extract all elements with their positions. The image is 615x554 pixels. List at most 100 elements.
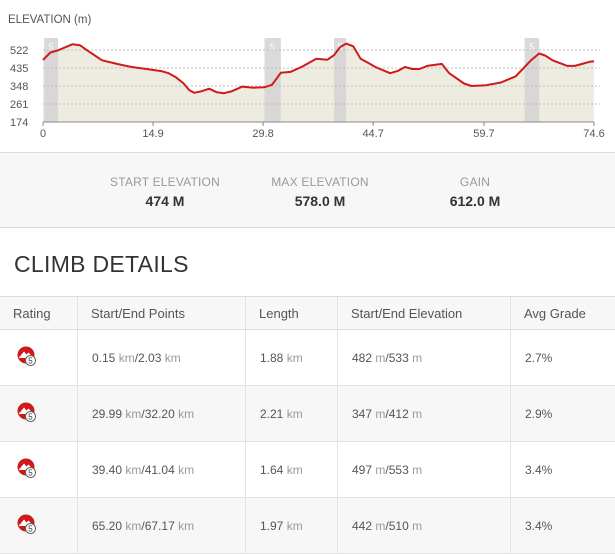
cell-rating: 5 bbox=[0, 442, 78, 498]
cell-elevation: 482 m/533 m bbox=[338, 330, 511, 386]
stat-value: 578.0 M bbox=[240, 193, 400, 209]
unit-label: m bbox=[372, 351, 385, 365]
start-point-value: 0.15 bbox=[92, 351, 115, 365]
length-value: 1.64 bbox=[260, 463, 283, 477]
y-tick-label: 348 bbox=[10, 81, 28, 93]
end-elevation-value: 533 bbox=[389, 351, 409, 365]
unit-label: m bbox=[409, 407, 422, 421]
stat-value: 612.0 M bbox=[395, 193, 555, 209]
unit-label: m bbox=[409, 519, 422, 533]
x-tick-label: 0 bbox=[40, 128, 46, 140]
column-header-rating[interactable]: Rating bbox=[0, 297, 78, 330]
rating-number: 5 bbox=[28, 413, 33, 422]
stat-label: GAIN bbox=[395, 175, 555, 189]
cell-elevation: 442 m/510 m bbox=[338, 498, 511, 554]
cell-grade: 3.4% bbox=[511, 498, 615, 554]
start-point-value: 39.40 bbox=[92, 463, 122, 477]
avg-grade-value: 3.4% bbox=[525, 463, 552, 477]
y-tick-label: 435 bbox=[10, 63, 28, 75]
unit-label: km bbox=[122, 463, 141, 477]
x-tick-label: 29.8 bbox=[252, 128, 273, 140]
avg-grade-value: 3.4% bbox=[525, 519, 552, 533]
x-tick-label: 14.9 bbox=[142, 128, 163, 140]
rating-number: 5 bbox=[28, 469, 33, 478]
climb-rating-icon: 5 bbox=[16, 345, 38, 370]
cell-length: 2.21 km bbox=[246, 386, 338, 442]
cell-points: 0.15 km/2.03 km bbox=[78, 330, 246, 386]
unit-label: km bbox=[175, 463, 194, 477]
length-value: 1.88 bbox=[260, 351, 283, 365]
cell-rating: 5 bbox=[0, 498, 78, 554]
start-elevation-value: 347 bbox=[352, 407, 372, 421]
start-elevation-value: 497 bbox=[352, 463, 372, 477]
unit-label: km bbox=[283, 407, 302, 421]
cell-length: 1.88 km bbox=[246, 330, 338, 386]
stat-gain: GAIN 612.0 M bbox=[395, 175, 555, 209]
unit-label: m bbox=[372, 407, 385, 421]
unit-label: km bbox=[122, 519, 141, 533]
y-tick-label: 522 bbox=[10, 45, 28, 57]
cell-length: 1.64 km bbox=[246, 442, 338, 498]
unit-label: km bbox=[283, 463, 302, 477]
cell-points: 29.99 km/32.20 km bbox=[78, 386, 246, 442]
climb-details-title: CLIMB DETAILS bbox=[14, 251, 189, 278]
length-value: 1.97 bbox=[260, 519, 283, 533]
cell-points: 39.40 km/41.04 km bbox=[78, 442, 246, 498]
table-header-row: Rating Start/End Points Length Start/End… bbox=[0, 297, 615, 330]
summary-stats: START ELEVATION 474 M MAX ELEVATION 578.… bbox=[0, 152, 615, 228]
cell-grade: 3.4% bbox=[511, 442, 615, 498]
stat-start-elevation: START ELEVATION 474 M bbox=[85, 175, 245, 209]
unit-label: km bbox=[175, 407, 194, 421]
unit-label: km bbox=[122, 407, 141, 421]
elevation-area-fill bbox=[43, 44, 594, 122]
cell-rating: 5 bbox=[0, 386, 78, 442]
avg-grade-value: 2.9% bbox=[525, 407, 552, 421]
climb-rating-icon: 5 bbox=[16, 513, 38, 538]
rating-number: 5 bbox=[28, 357, 33, 366]
cell-grade: 2.7% bbox=[511, 330, 615, 386]
unit-label: km bbox=[161, 351, 180, 365]
start-elevation-value: 442 bbox=[352, 519, 372, 533]
end-point-value: 32.20 bbox=[145, 407, 175, 421]
stat-label: MAX ELEVATION bbox=[240, 175, 400, 189]
climb-rating-icon: 5 bbox=[16, 401, 38, 426]
end-point-value: 2.03 bbox=[138, 351, 161, 365]
rating-number: 5 bbox=[28, 525, 33, 534]
column-header-length[interactable]: Length bbox=[246, 297, 338, 330]
column-header-elevation[interactable]: Start/End Elevation bbox=[338, 297, 511, 330]
climb-details-table: Rating Start/End Points Length Start/End… bbox=[0, 296, 615, 554]
cell-points: 65.20 km/67.17 km bbox=[78, 498, 246, 554]
y-tick-label: 261 bbox=[10, 99, 28, 111]
unit-label: km bbox=[283, 519, 302, 533]
x-tick-label: 59.7 bbox=[473, 128, 494, 140]
column-header-points[interactable]: Start/End Points bbox=[78, 297, 246, 330]
unit-label: m bbox=[409, 351, 422, 365]
length-value: 2.21 bbox=[260, 407, 283, 421]
chart-title: ELEVATION (m) bbox=[8, 14, 91, 26]
end-elevation-value: 553 bbox=[389, 463, 409, 477]
unit-label: km bbox=[175, 519, 194, 533]
end-elevation-value: 510 bbox=[389, 519, 409, 533]
stat-value: 474 M bbox=[85, 193, 245, 209]
end-point-value: 67.17 bbox=[145, 519, 175, 533]
start-point-value: 65.20 bbox=[92, 519, 122, 533]
unit-label: km bbox=[115, 351, 134, 365]
climb-rating-icon: 5 bbox=[16, 457, 38, 482]
y-tick-label: 174 bbox=[10, 117, 28, 129]
column-header-grade[interactable]: Avg Grade bbox=[511, 297, 615, 330]
start-elevation-value: 482 bbox=[352, 351, 372, 365]
end-elevation-value: 412 bbox=[389, 407, 409, 421]
cell-elevation: 347 m/412 m bbox=[338, 386, 511, 442]
unit-label: km bbox=[283, 351, 302, 365]
start-point-value: 29.99 bbox=[92, 407, 122, 421]
unit-label: m bbox=[372, 463, 385, 477]
cell-elevation: 497 m/553 m bbox=[338, 442, 511, 498]
cell-length: 1.97 km bbox=[246, 498, 338, 554]
unit-label: m bbox=[372, 519, 385, 533]
